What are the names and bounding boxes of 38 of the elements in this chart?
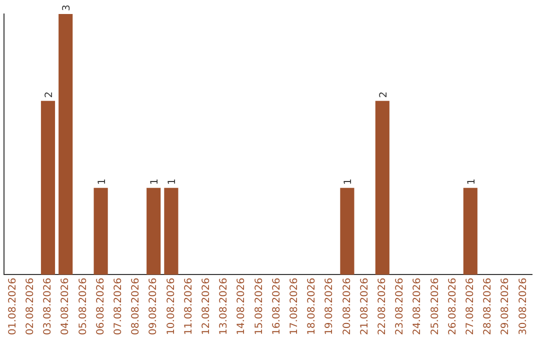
data-label: 1 (466, 178, 478, 185)
x-tick-label: 18.08.2026 (306, 278, 318, 336)
x-tick-label: 22.08.2026 (376, 278, 388, 336)
x-tick-label: 23.08.2026 (394, 278, 406, 336)
x-tick-label: 03.08.2026 (42, 278, 54, 336)
x-tick-label: 10.08.2026 (166, 278, 177, 336)
x-tick-label: 21.08.2026 (359, 278, 370, 336)
x-tick-label: 12.08.2026 (200, 278, 212, 336)
data-label: 2 (378, 92, 390, 98)
data-label: 1 (343, 178, 354, 185)
x-tick-label: 09.08.2026 (148, 278, 160, 336)
x-tick-label: 17.08.2026 (288, 278, 300, 336)
x-tick-label: 20.08.2026 (342, 278, 353, 336)
data-label: 1 (150, 178, 161, 185)
x-tick-label: 24.08.2026 (412, 278, 424, 336)
data-label: 2 (44, 92, 55, 98)
x-tick-label: 14.08.2026 (236, 278, 248, 336)
x-tick-label: 27.08.2026 (464, 278, 476, 336)
x-tick-label: 06.08.2026 (95, 278, 106, 336)
x-tick-label: 26.08.2026 (447, 278, 458, 336)
data-label: 3 (62, 4, 73, 11)
x-tick-label: 28.08.2026 (482, 278, 494, 336)
x-tick-label: 13.08.2026 (218, 278, 230, 336)
x-tick-label: 30.08.2026 (518, 278, 529, 336)
x-tick-label: 16.08.2026 (271, 278, 282, 336)
x-tick-label: 01.08.2026 (7, 278, 18, 336)
x-tick-label: 19.08.2026 (324, 278, 336, 336)
x-tick-label: 07.08.2026 (112, 278, 124, 336)
x-tick-label: 11.08.2026 (183, 278, 194, 336)
x-tick-label: 29.08.2026 (500, 278, 512, 336)
x-tick-label: 15.08.2026 (254, 278, 265, 336)
x-tick-label: 05.08.2026 (78, 278, 89, 336)
x-tick-label: 08.08.2026 (130, 278, 142, 336)
x-tick-label: 02.08.2026 (24, 278, 36, 336)
data-label: 1 (167, 178, 178, 185)
x-tick-label: 25.08.2026 (430, 278, 441, 336)
x-tick-label: 04.08.2026 (60, 278, 72, 336)
data-label: 1 (96, 178, 108, 185)
